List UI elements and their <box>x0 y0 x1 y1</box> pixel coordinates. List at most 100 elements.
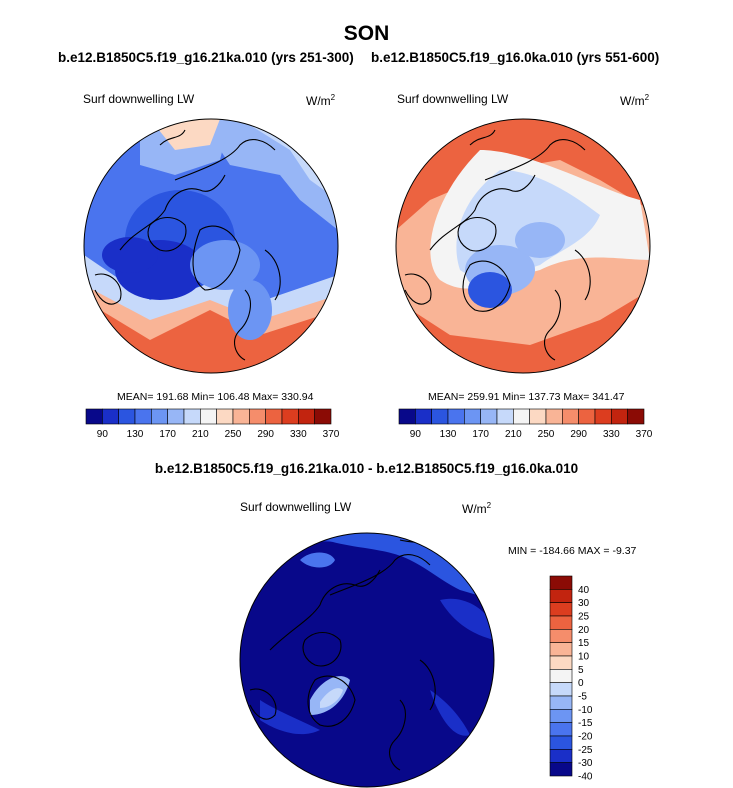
colorbar-swatch <box>281 408 299 425</box>
colorbar-tick-label: -30 <box>578 758 593 769</box>
colorbar-tick-label: 15 <box>578 638 590 649</box>
colorbar-swatch <box>447 408 465 425</box>
left-stats: MEAN= 191.68 Min= 106.48 Max= 330.94 <box>117 391 314 403</box>
colorbar-swatch <box>549 682 573 697</box>
colorbar-swatch <box>549 669 573 683</box>
colorbar-swatch <box>118 408 136 425</box>
colorbar-swatch <box>545 408 563 425</box>
colorbar-swatch <box>549 735 573 750</box>
colorbar-swatch <box>167 408 185 425</box>
left-polar-map <box>84 119 338 373</box>
colorbar-tick-label: 0 <box>578 678 584 689</box>
colorbar-tick-label: -5 <box>578 692 587 703</box>
colorbar-swatch <box>578 408 596 425</box>
colorbar-tick-label: 330 <box>603 429 620 440</box>
colorbar-tick-label: 250 <box>538 429 555 440</box>
left-variable-label: Surf downwelling LW <box>83 92 195 106</box>
colorbar-swatch <box>611 408 628 425</box>
colorbar-tick-label: 5 <box>578 665 584 676</box>
left-units-label: W/m2 <box>306 93 336 108</box>
colorbar-tick-label: 90 <box>410 429 422 440</box>
colorbar-tick-label: -20 <box>578 732 593 743</box>
colorbar-swatch <box>549 629 573 643</box>
diff-variable-label: Surf downwelling LW <box>240 500 352 514</box>
right-colorbar: 90 130 170 210 250 290 330 370 <box>398 408 653 440</box>
colorbar-tick-label: 30 <box>578 598 590 609</box>
colorbar-swatch <box>232 408 250 425</box>
colorbar-tick-label: 20 <box>578 625 590 636</box>
colorbar-swatch <box>298 408 315 425</box>
difference-polar-map <box>240 533 494 787</box>
figure-title: SON <box>343 22 390 45</box>
colorbar-swatch <box>549 749 573 763</box>
right-units-label: W/m2 <box>620 93 650 108</box>
colorbar-tick-label: 370 <box>636 429 653 440</box>
colorbar-tick-label: 40 <box>578 585 590 596</box>
right-variable-label: Surf downwelling LW <box>397 92 509 106</box>
colorbar-swatch <box>594 408 612 425</box>
colorbar-tick-label: 90 <box>97 429 109 440</box>
colorbar-tick-label: 250 <box>225 429 242 440</box>
colorbar-swatch <box>464 408 481 425</box>
colorbar-swatch <box>249 408 266 425</box>
right-stats: MEAN= 259.91 Min= 137.73 Max= 341.47 <box>428 391 625 403</box>
difference-coastlines <box>249 539 456 771</box>
colorbar-swatch <box>151 408 168 425</box>
difference-colorbar: 40 30 25 20 15 10 5 0 -5 -10 -15 -20 -25 -30 -40 <box>549 575 593 783</box>
diff-units-label: W/m2 <box>462 501 492 516</box>
difference-map-border <box>239 532 495 788</box>
colorbar-swatch <box>549 615 573 630</box>
colorbar-swatch <box>549 762 573 777</box>
colorbar-tick-label: 290 <box>257 429 274 440</box>
colorbar-swatch <box>183 408 201 425</box>
difference-title: b.e12.B1850C5.f19_g16.21ka.010 - b.e12.B… <box>154 461 579 476</box>
colorbar-tick-label: 330 <box>290 429 307 440</box>
colorbar-swatch <box>549 722 573 737</box>
colorbar-tick-label: -40 <box>578 772 593 783</box>
right-map-border <box>395 118 651 374</box>
colorbar-swatch <box>415 408 432 425</box>
colorbar-swatch <box>200 408 217 425</box>
colorbar-swatch <box>549 602 573 617</box>
left-map-border <box>83 118 339 374</box>
colorbar-tick-label: -25 <box>578 745 593 756</box>
colorbar-swatch <box>549 589 573 603</box>
colorbar-swatch <box>549 655 573 670</box>
colorbar-swatch <box>513 408 530 425</box>
colorbar-swatch <box>102 408 119 425</box>
colorbar-swatch <box>431 408 449 425</box>
colorbar-tick-label: 170 <box>159 429 176 440</box>
right-coastlines <box>404 129 591 361</box>
colorbar-swatch <box>549 642 573 657</box>
colorbar-tick-label: 170 <box>472 429 489 440</box>
colorbar-swatch <box>529 408 547 425</box>
colorbar-tick-label: 130 <box>440 429 457 440</box>
right-polar-map <box>396 119 650 373</box>
colorbar-swatch <box>549 575 573 590</box>
left-colorbar: 90 130 170 210 250 290 330 370 <box>85 408 340 440</box>
right-case-title: b.e12.B1850C5.f19_g16.0ka.010 (yrs 551-6… <box>371 50 660 65</box>
diff-stats: MIN = -184.66 MAX = -9.37 <box>508 545 637 557</box>
colorbar-swatch <box>549 709 573 723</box>
colorbar-swatch <box>134 408 152 425</box>
left-case-title: b.e12.B1850C5.f19_g16.21ka.010 (yrs 251-… <box>58 50 354 65</box>
colorbar-tick-label: 25 <box>578 612 590 623</box>
colorbar-tick-label: 370 <box>323 429 340 440</box>
colorbar-tick-label: -15 <box>578 718 593 729</box>
left-coastlines <box>94 129 281 361</box>
colorbar-swatch <box>549 695 573 710</box>
colorbar-tick-label: 10 <box>578 652 590 663</box>
colorbar-tick-label: -10 <box>578 705 593 716</box>
colorbar-swatch <box>496 408 514 425</box>
colorbar-swatch <box>314 408 332 425</box>
colorbar-tick-label: 290 <box>570 429 587 440</box>
colorbar-tick-label: 210 <box>505 429 522 440</box>
colorbar-swatch <box>627 408 645 425</box>
colorbar-swatch <box>85 408 103 425</box>
colorbar-tick-label: 210 <box>192 429 209 440</box>
colorbar-tick-label: 130 <box>127 429 144 440</box>
colorbar-swatch <box>398 408 416 425</box>
colorbar-swatch <box>480 408 498 425</box>
colorbar-swatch <box>265 408 283 425</box>
